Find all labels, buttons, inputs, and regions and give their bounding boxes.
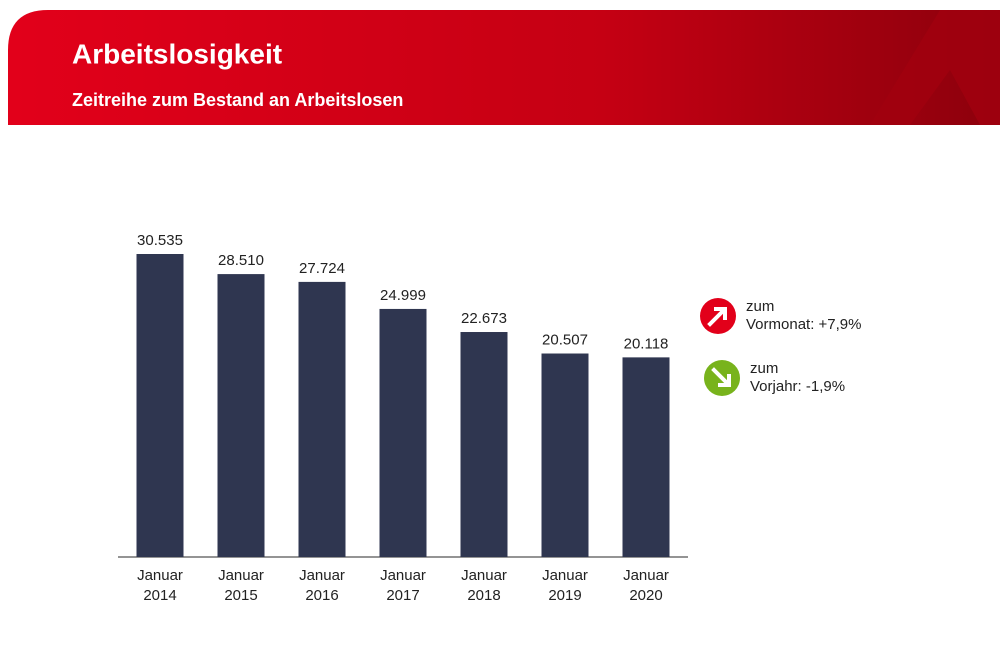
bar — [298, 281, 346, 557]
value-label: 20.507 — [542, 331, 588, 348]
indicator-text: Vormonat: +7,9% — [746, 316, 862, 333]
value-label: 22.673 — [461, 310, 507, 327]
x-tick-label: Januar 2014 — [137, 567, 183, 604]
bar — [541, 353, 589, 557]
indicator-arrow — [711, 367, 731, 387]
indicator-text: Vorjahr: -1,9% — [750, 378, 845, 395]
value-label: 24.999 — [380, 287, 426, 304]
indicator-arrow — [707, 307, 727, 327]
value-label: 20.118 — [624, 335, 669, 352]
indicator-prefix: zum — [746, 298, 774, 315]
value-label: 27.724 — [299, 260, 345, 277]
x-tick-label: Januar 2016 — [299, 567, 345, 604]
x-tick-label: Januar 2019 — [542, 567, 588, 604]
indicator-prefix: zum — [750, 360, 778, 377]
chart-title: Arbeitslosigkeit — [72, 38, 282, 69]
bar — [379, 308, 427, 557]
bar — [136, 254, 184, 557]
x-tick-label: Januar 2015 — [218, 567, 264, 604]
x-tick-label: Januar 2018 — [461, 567, 507, 604]
value-label: 28.510 — [218, 252, 264, 269]
bar — [460, 332, 508, 557]
chart-subtitle: Zeitreihe zum Bestand an Arbeitslosen — [72, 90, 403, 110]
bar — [217, 274, 265, 557]
value-label: 30.535 — [137, 232, 183, 249]
bar — [622, 357, 670, 557]
x-tick-label: Januar 2020 — [623, 567, 669, 604]
header-banner — [8, 10, 1000, 125]
logo — [870, 10, 1000, 125]
x-tick-label: Januar 2017 — [380, 567, 426, 604]
